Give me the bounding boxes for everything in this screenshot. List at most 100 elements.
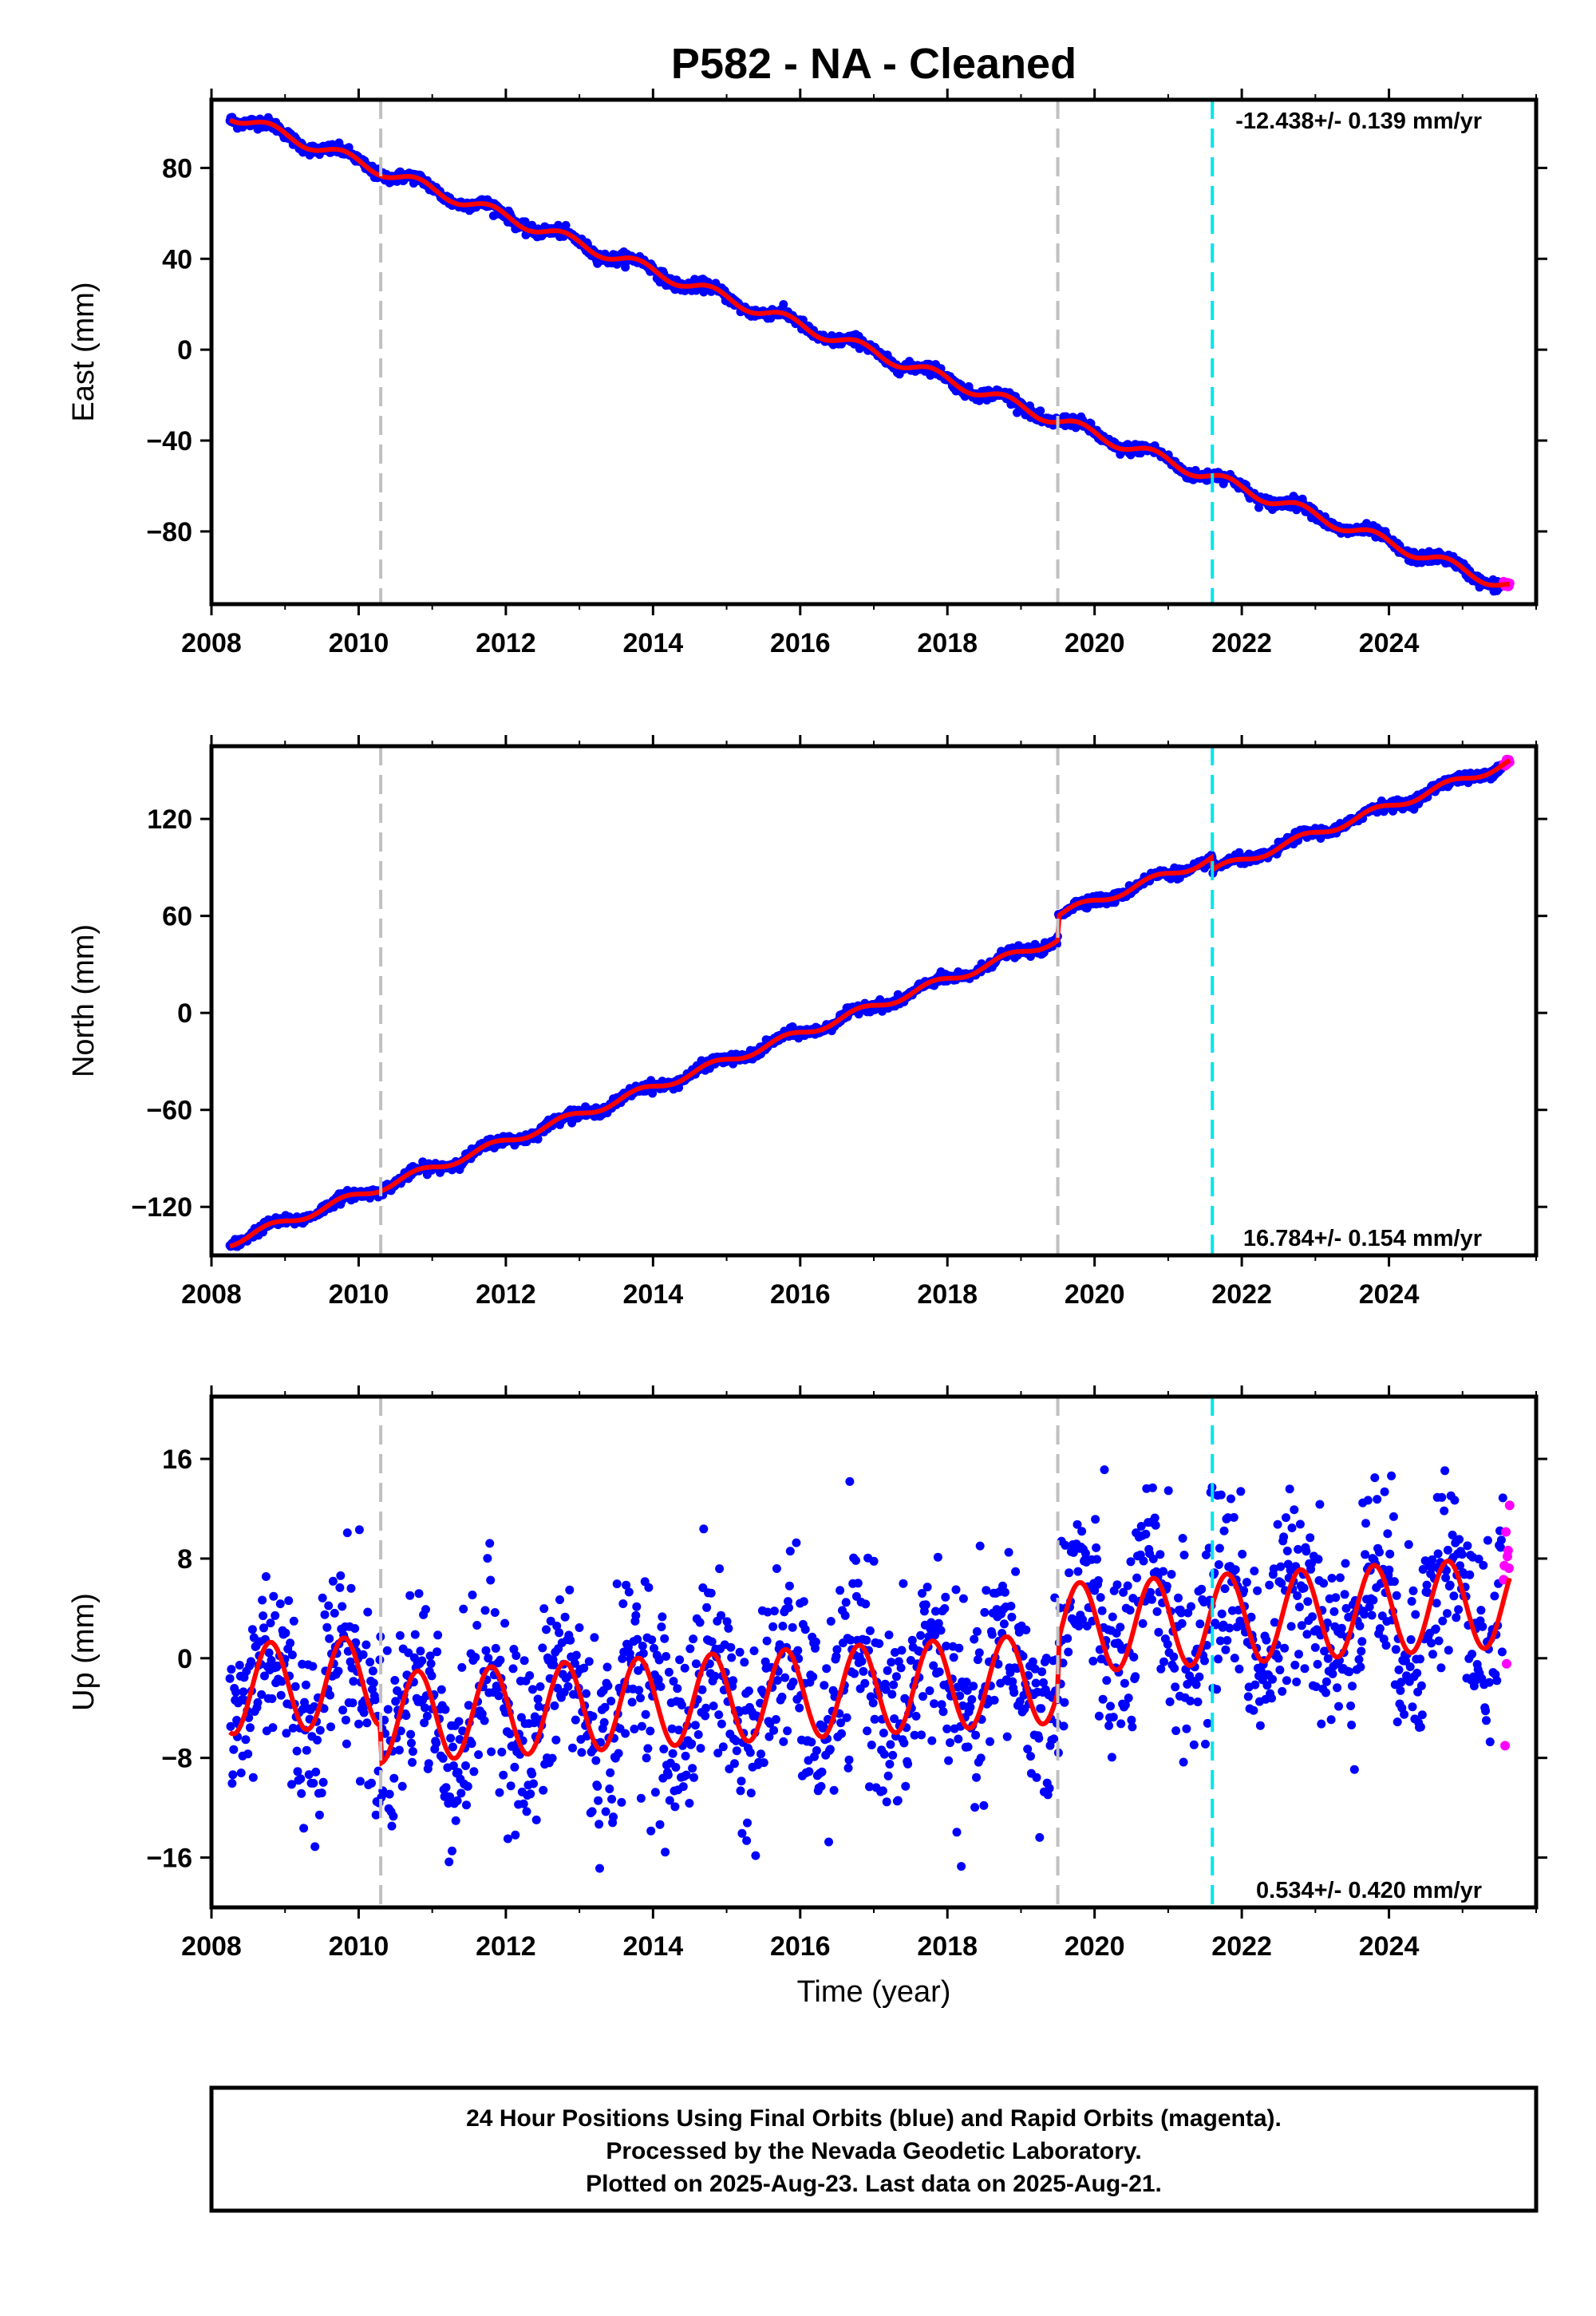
final-orbit-point — [1028, 1657, 1037, 1666]
final-orbit-point — [566, 1635, 575, 1645]
final-orbit-point — [389, 1812, 398, 1821]
final-orbit-point — [289, 1616, 298, 1626]
final-orbit-point — [846, 1635, 855, 1645]
final-orbit-point — [630, 1725, 639, 1733]
final-orbit-point — [884, 1630, 894, 1640]
final-orbit-point — [1152, 1607, 1162, 1616]
final-orbit-point — [297, 1788, 306, 1798]
final-orbit-point — [338, 1705, 348, 1715]
final-orbit-point — [933, 1552, 942, 1562]
final-orbit-point — [811, 1637, 820, 1646]
final-orbit-point — [490, 1608, 500, 1617]
final-orbit-point — [942, 1642, 951, 1650]
final-orbit-point — [1098, 1694, 1108, 1704]
final-orbit-point — [359, 1708, 369, 1717]
final-orbit-point — [1179, 1551, 1189, 1559]
final-orbit-point — [799, 1597, 808, 1607]
final-orbit-point — [1092, 1555, 1101, 1564]
final-orbit-point — [362, 1718, 372, 1728]
final-orbit-point — [949, 1653, 958, 1662]
final-orbit-point — [637, 1721, 646, 1731]
final-orbit-point — [1214, 1654, 1223, 1664]
final-orbit-point — [318, 1593, 327, 1603]
final-orbit-point — [699, 1524, 709, 1534]
final-orbit-point — [1254, 503, 1263, 512]
final-orbit-point — [638, 1642, 647, 1650]
final-orbit-point — [590, 1633, 599, 1642]
x-tick-label: 2024 — [1359, 1279, 1420, 1310]
final-orbit-point — [986, 1737, 994, 1746]
final-orbit-point — [485, 1539, 495, 1548]
final-orbit-point — [542, 1625, 551, 1634]
final-orbit-point — [269, 1591, 279, 1601]
final-orbit-point — [288, 1723, 298, 1733]
final-orbit-point — [1030, 1664, 1040, 1674]
final-orbit-point — [367, 1778, 376, 1788]
final-orbit-point — [740, 1658, 749, 1667]
final-orbit-point — [696, 1744, 705, 1753]
final-orbit-point — [972, 1773, 981, 1782]
final-orbit-point — [421, 1703, 429, 1713]
final-orbit-point — [448, 1742, 457, 1752]
final-orbit-point — [497, 1747, 507, 1757]
final-orbit-point — [1191, 1680, 1201, 1690]
final-orbit-point — [568, 1743, 577, 1753]
final-orbit-point — [1156, 1664, 1166, 1674]
final-orbit-point — [595, 1863, 604, 1873]
final-orbit-point — [881, 1685, 891, 1694]
final-orbit-point — [484, 1654, 493, 1663]
data-points-north — [225, 754, 1515, 1251]
final-orbit-point — [1167, 1570, 1176, 1579]
final-orbit-point — [1214, 1560, 1223, 1569]
final-orbit-point — [899, 1738, 909, 1748]
final-orbit-point — [770, 1607, 779, 1616]
final-orbit-point — [647, 1635, 657, 1645]
final-orbit-point — [365, 1658, 375, 1667]
final-orbit-point — [665, 1796, 674, 1805]
final-orbit-point — [1004, 1547, 1013, 1557]
final-orbit-point — [891, 1672, 901, 1682]
final-orbit-point — [746, 1788, 756, 1798]
final-orbit-point — [1094, 1711, 1104, 1721]
final-orbit-point — [348, 1698, 358, 1708]
final-orbit-point — [368, 1666, 377, 1676]
final-orbit-point — [424, 1759, 433, 1769]
final-orbit-point — [235, 1661, 244, 1670]
final-orbit-point — [1227, 1494, 1235, 1504]
final-orbit-point — [820, 1681, 829, 1690]
final-orbit-point — [749, 1646, 759, 1655]
final-orbit-point — [759, 1758, 768, 1768]
final-orbit-point — [522, 1807, 531, 1816]
final-orbit-point — [688, 1764, 697, 1773]
final-orbit-point — [546, 1616, 555, 1626]
final-orbit-point — [226, 1721, 235, 1731]
final-orbit-point — [593, 1781, 602, 1791]
final-orbit-point — [788, 1678, 798, 1687]
final-orbit-point — [1186, 1696, 1195, 1705]
x-tick-label: 2008 — [181, 1279, 242, 1310]
final-orbit-point — [764, 1732, 774, 1741]
final-orbit-point — [425, 1651, 435, 1661]
final-orbit-point — [309, 1778, 318, 1788]
final-orbit-point — [697, 1685, 707, 1694]
final-orbit-point — [471, 1653, 480, 1662]
final-orbit-point — [508, 1664, 518, 1674]
final-orbit-point — [891, 1648, 899, 1657]
final-orbit-point — [571, 1650, 581, 1660]
y-tick-label: 0 — [177, 335, 192, 366]
rate-label: -12.438+/- 0.139 mm/yr — [1235, 109, 1482, 134]
final-orbit-point — [539, 1604, 549, 1614]
final-orbit-point — [987, 1630, 997, 1639]
final-orbit-point — [561, 220, 571, 230]
final-orbit-point — [875, 1639, 884, 1648]
final-orbit-point — [394, 1745, 404, 1755]
final-orbit-point — [867, 1741, 876, 1749]
final-orbit-point — [1262, 1635, 1271, 1645]
final-orbit-point — [701, 1711, 710, 1721]
final-orbit-point — [1000, 1587, 1009, 1597]
final-orbit-point — [266, 1618, 275, 1628]
final-orbit-point — [631, 1611, 641, 1620]
final-orbit-point — [395, 1630, 405, 1640]
final-orbit-point — [1249, 1705, 1258, 1715]
